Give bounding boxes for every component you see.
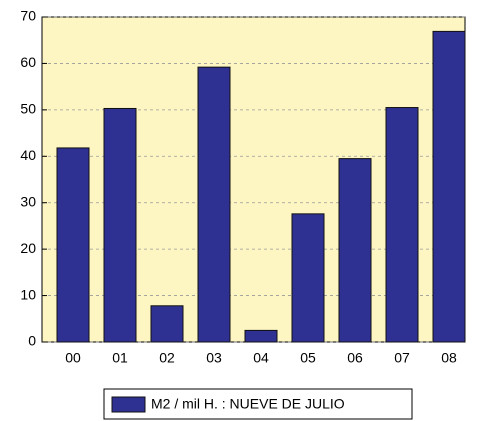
bar — [432, 30, 466, 343]
x-tick-label: 05 — [300, 350, 316, 366]
bar — [150, 305, 184, 343]
x-tick-label: 08 — [441, 350, 457, 366]
bar — [103, 107, 137, 343]
legend — [103, 388, 413, 420]
bar — [244, 329, 278, 343]
bar — [385, 107, 419, 343]
y-tick-label: 50 — [20, 101, 36, 117]
x-tick-label: 00 — [65, 350, 81, 366]
x-tick-label: 04 — [253, 350, 269, 366]
y-tick-label: 20 — [20, 240, 36, 256]
x-tick-label: 03 — [206, 350, 222, 366]
bar — [56, 147, 90, 343]
y-tick-label: 60 — [20, 54, 36, 70]
y-tick-label: 10 — [20, 286, 36, 302]
bar — [291, 213, 325, 343]
bar — [338, 158, 372, 343]
x-tick-label: 01 — [112, 350, 128, 366]
y-tick-label: 0 — [28, 333, 36, 349]
x-tick-label: 06 — [347, 350, 363, 366]
x-tick-label: 07 — [394, 350, 410, 366]
y-tick-label: 70 — [20, 8, 36, 24]
legend-label: M2 / mil H. : NUEVE DE JULIO — [151, 396, 345, 412]
y-tick-label: 40 — [20, 147, 36, 163]
x-tick-label: 02 — [159, 350, 175, 366]
bar — [197, 66, 231, 343]
legend-swatch — [111, 396, 146, 413]
y-tick-label: 30 — [20, 193, 36, 209]
